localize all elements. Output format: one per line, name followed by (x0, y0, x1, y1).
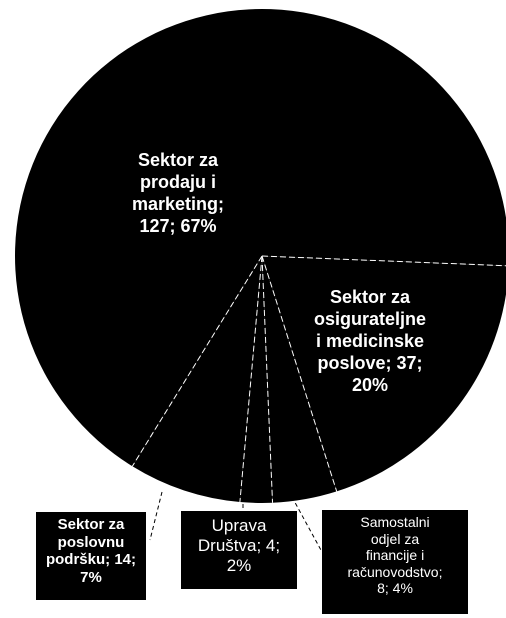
label-osigurateljne-medicinske: Sektor za osigurateljne i medicinske pos… (313, 287, 427, 395)
label-poslovnu-podrsku: Sektor za poslovnu podršku; 14; 7% (36, 512, 146, 600)
slice-separator (261, 255, 338, 492)
slice-osigurateljne-medicinske (262, 256, 506, 492)
slice-separator (131, 255, 263, 467)
slice-separator (261, 255, 274, 503)
slice-separator (261, 255, 506, 267)
leader-poslovnu-podrsku (149, 491, 163, 541)
label-prodaju-marketing: Sektor za prodaju i marketing; 127; 67% (131, 150, 225, 236)
leader-financije-racunovodstvo (291, 496, 323, 553)
slice-prodaju-marketing (15, 9, 506, 467)
slice-financije-racunovodstvo (262, 256, 337, 503)
label-uprava-drustva: Uprava Društva; 4; 2% (181, 511, 297, 589)
slice-separator (239, 255, 263, 503)
label-financije-racunovodstvo: Samostalni odjel za financije i računovo… (322, 510, 468, 614)
slice-poslovnu-podrsku (132, 256, 262, 503)
slice-uprava-drustva (239, 256, 273, 503)
